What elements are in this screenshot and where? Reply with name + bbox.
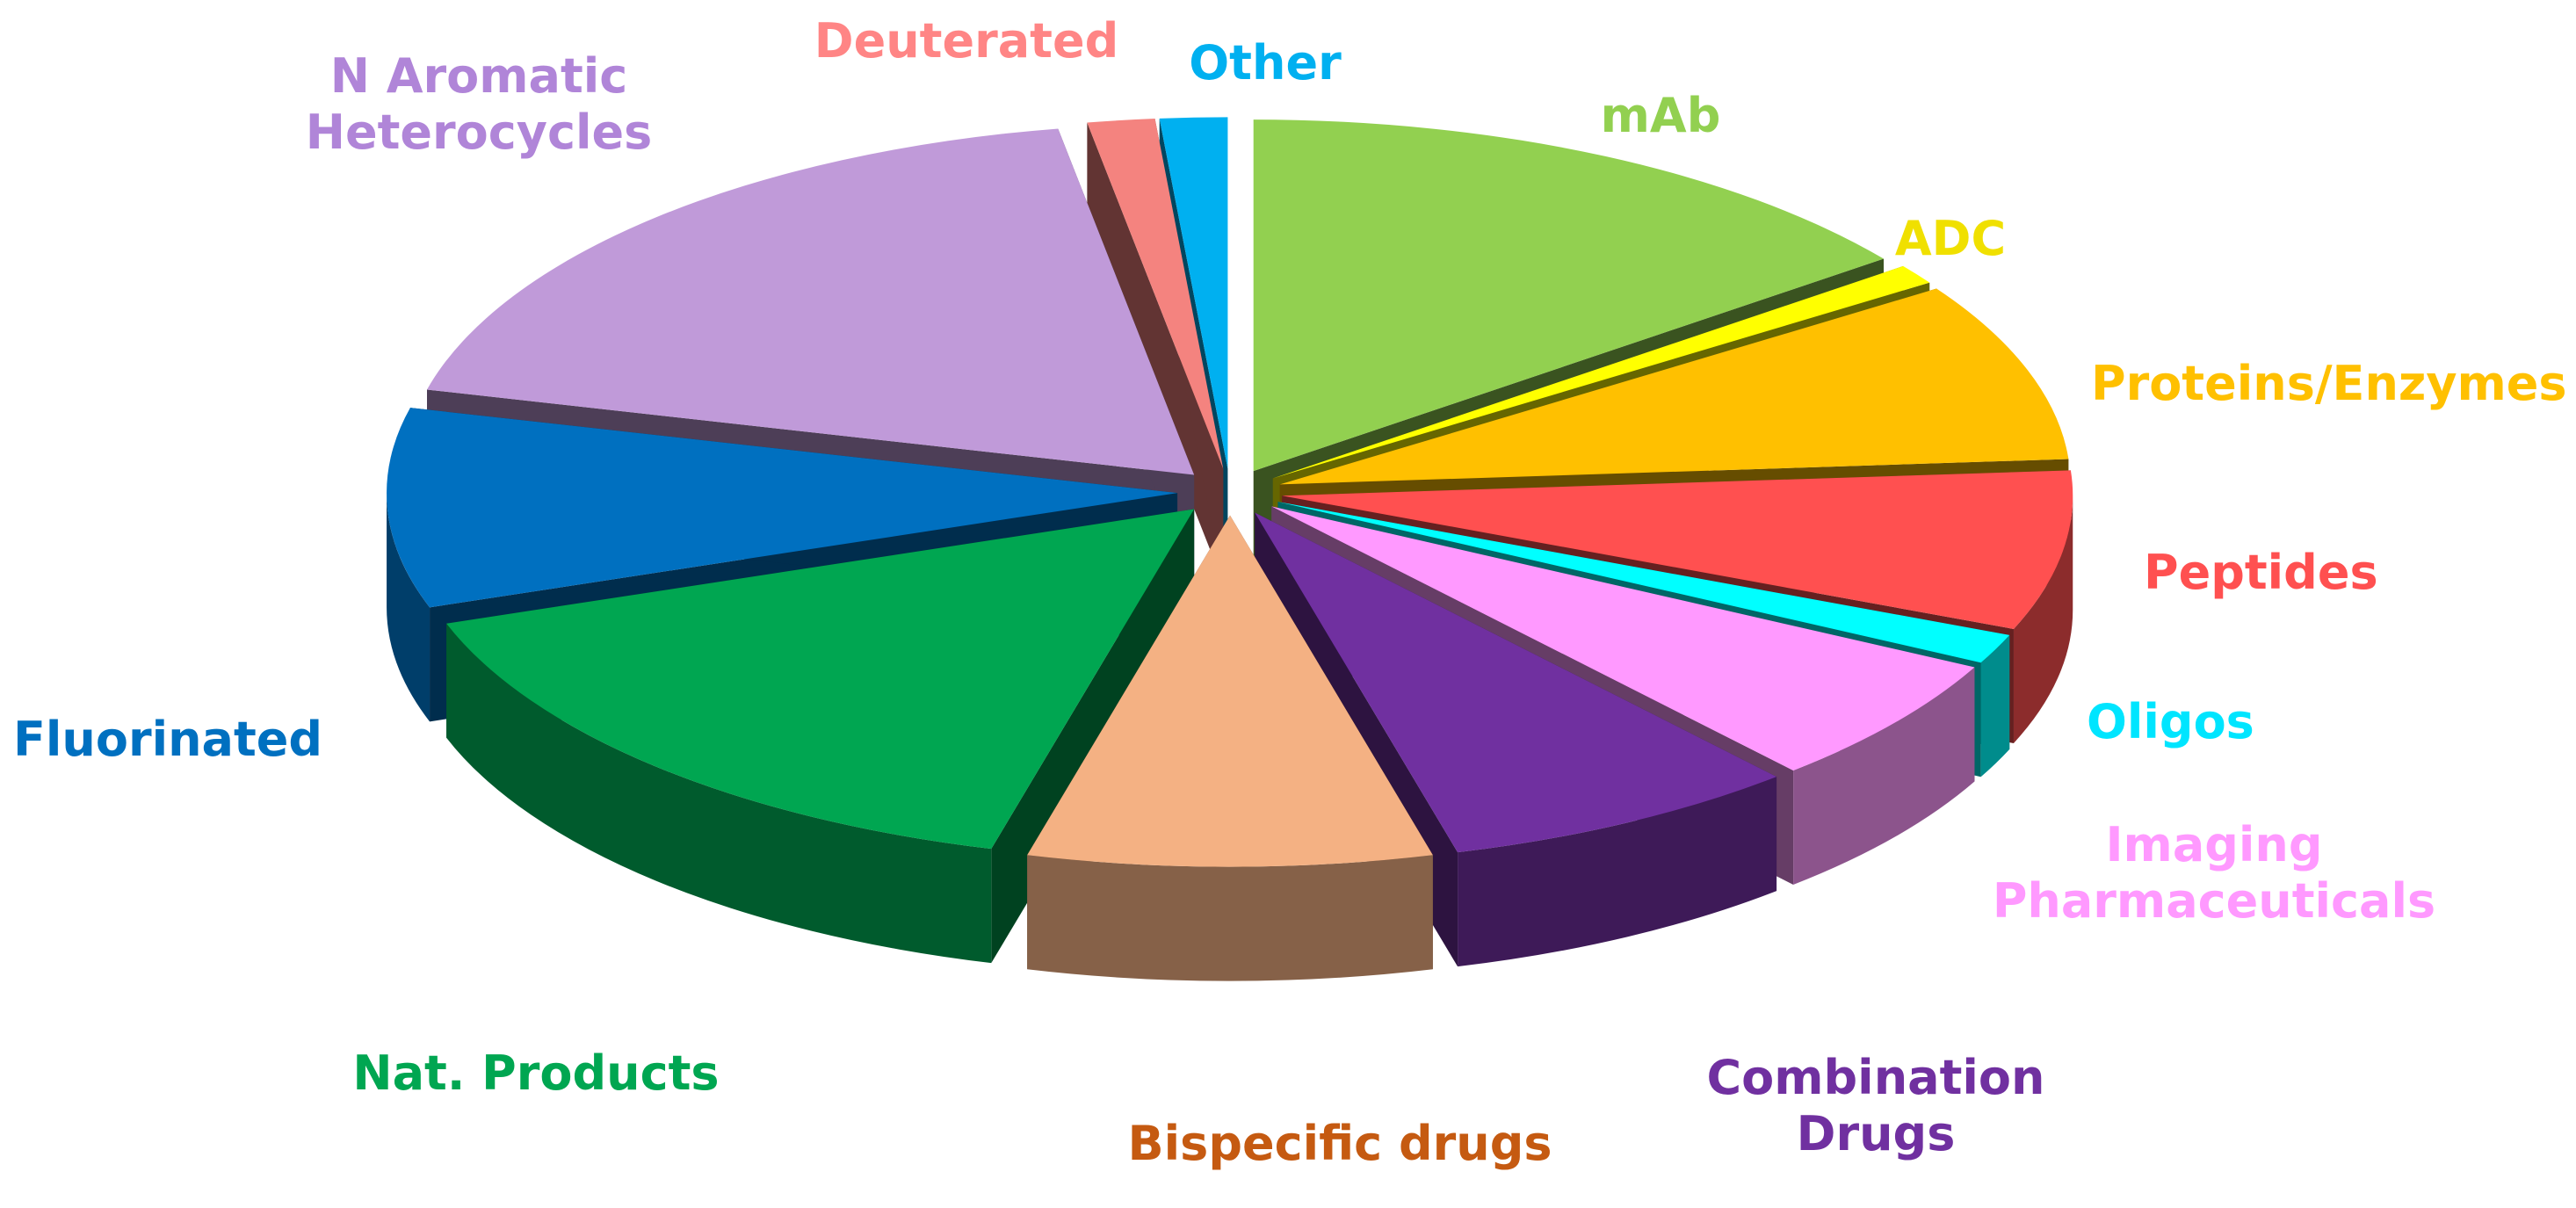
slice-label-line: Bispecific drugs (1128, 1116, 1552, 1171)
pie-slice-top-fluorinated (387, 408, 1178, 608)
slice-label-line: Drugs (1797, 1106, 1956, 1161)
slice-label-nat-products: Nat. Products (352, 1045, 719, 1101)
slice-label-mab: mAb (1601, 88, 1721, 143)
slice-label-proteins-enzymes: Proteins/Enzymes (2091, 356, 2567, 411)
slice-label-line: Imaging (2105, 817, 2322, 872)
pie-slice-wall-imaging-pharmaceuticals (1793, 667, 1975, 885)
pie-slice-wall-combination-drugs (1458, 777, 1777, 967)
slice-label-line: Peptides (2144, 545, 2378, 600)
slice-label-line: Oligos (2087, 694, 2254, 749)
pie-slice-wall-peptides (2013, 495, 2073, 743)
slice-label-line: Heterocycles (306, 105, 652, 160)
slice-label-line: Other (1189, 35, 1342, 90)
slice-label-other: Other (1189, 35, 1342, 90)
slice-label-line: Deuterated (814, 13, 1119, 69)
slice-label-n-aromatic-heterocycles: N Aromatic Heterocycles (306, 48, 652, 160)
pie-slice-top-deuterated (1087, 119, 1224, 469)
slice-label-line: mAb (1601, 88, 1721, 143)
slice-label-deuterated: Deuterated (814, 13, 1119, 69)
pie-slice-top-bispecific-drugs (1027, 515, 1433, 867)
pie-slice-wall-oligos (1980, 634, 2010, 778)
pie-slice-top-other (1159, 117, 1228, 469)
pie-slice-top-imaging-pharmaceuticals (1271, 506, 1975, 770)
slice-label-line: Fluorinated (13, 712, 322, 767)
pie-slice-wall-bispecific-drugs (1027, 855, 1433, 981)
pie-slice-top-n-aromatic-heterocycles (427, 128, 1195, 475)
label-layer: mAb ADC Proteins/Enzymes Peptides Oligos Imag… (13, 13, 2567, 1171)
slice-label-line: Nat. Products (352, 1045, 719, 1101)
pie-slice-wall-fluorinated (387, 493, 431, 722)
slice-label-peptides: Peptides (2144, 545, 2378, 600)
pie-slice-top-peptides (1282, 470, 2073, 629)
pie-slice-top-oligos (1277, 502, 2010, 663)
slice-label-line: N Aromatic (330, 48, 628, 104)
pie-slice-top-adc (1272, 265, 1930, 479)
pie-slice-wall-nat-products (446, 623, 992, 964)
slice-label-oligos: Oligos (2087, 694, 2254, 749)
slice-label-line: Proteins/Enzymes (2091, 356, 2567, 411)
pie-slice-top-nat-products (446, 509, 1195, 850)
pie-slice-top-mab (1253, 119, 1884, 472)
pie-slice-top-combination-drugs (1255, 512, 1777, 853)
pie-slice-top-proteins-enzymes (1279, 288, 2069, 485)
pie-slice-bispecific-drugs (1027, 515, 1433, 981)
slice-label-fluorinated: Fluorinated (13, 712, 322, 767)
slice-label-line: ADC (1895, 211, 2006, 266)
slice-label-line: Pharmaceuticals (1993, 873, 2435, 929)
slice-label-adc: ADC (1895, 211, 2006, 266)
slice-label-bispecific-drugs: Bispecific drugs (1128, 1116, 1552, 1171)
slice-label-imaging-pharmaceuticals: Imaging Pharmaceuticals (1993, 817, 2435, 929)
slice-label-combination-drugs: Combination Drugs (1707, 1050, 2045, 1161)
pie-slice-nat-products (446, 509, 1195, 964)
slice-layer (387, 117, 2073, 981)
slice-label-line: Combination (1707, 1050, 2045, 1105)
